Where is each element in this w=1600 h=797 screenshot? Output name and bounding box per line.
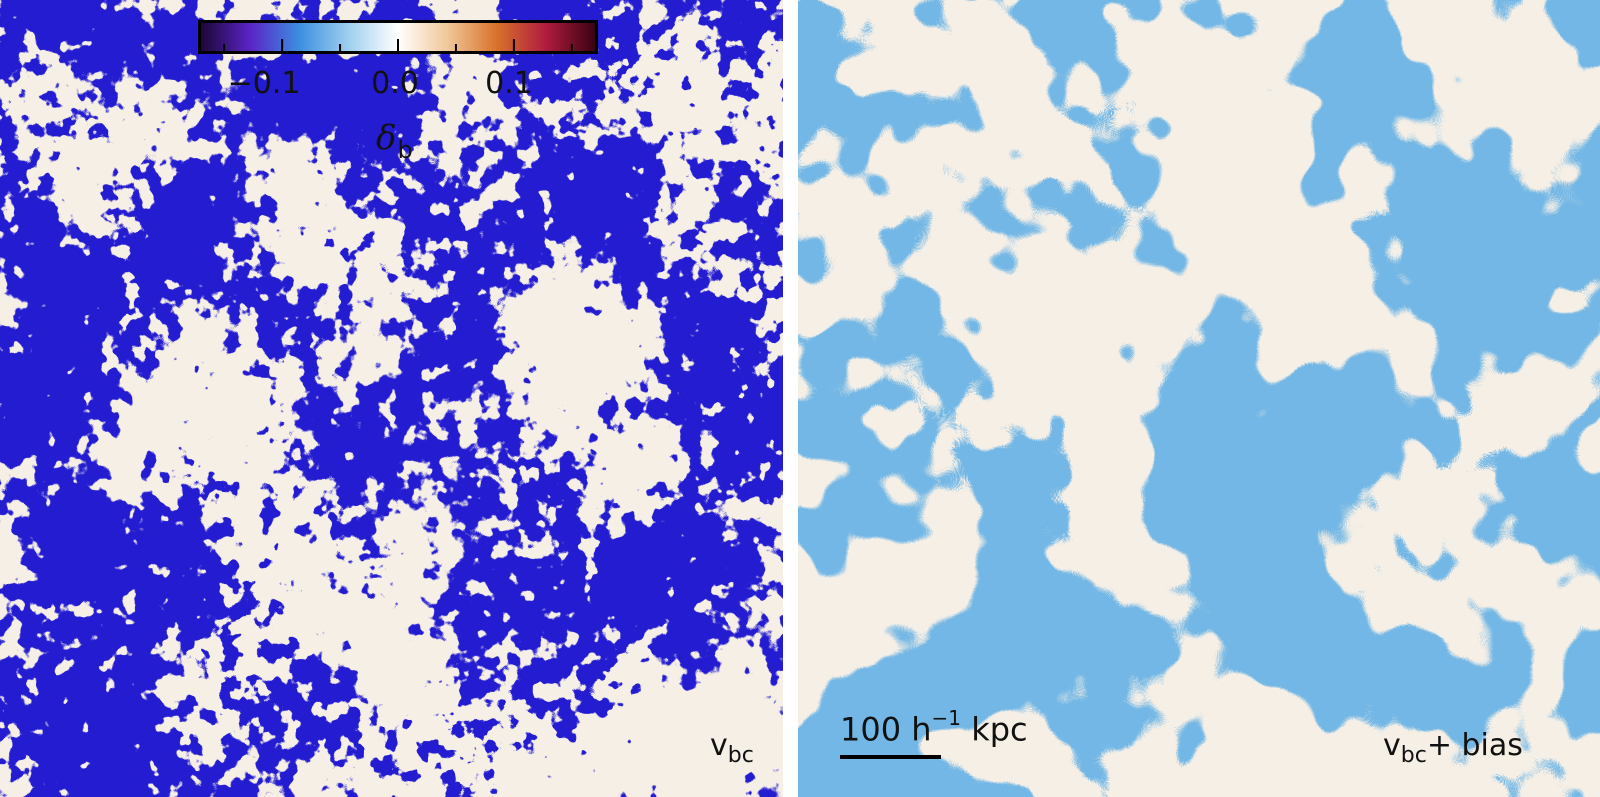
colorbar-tick-label: 0.0 <box>371 66 419 101</box>
density-field-right <box>798 0 1600 797</box>
panel-label-left: vbc <box>710 728 754 768</box>
colorbar-tick-label: 0.1 <box>485 66 533 101</box>
density-map-right <box>798 0 1600 797</box>
colorbar-gradient <box>201 23 595 51</box>
scale-bar <box>840 755 941 759</box>
density-field-left <box>0 0 783 797</box>
panel-divider <box>783 0 798 797</box>
scale-bar-label: 100 h−1 kpc <box>840 706 1028 749</box>
colorbar-label: δb <box>376 118 413 164</box>
colorbar-tick-label: −0.1 <box>227 66 301 101</box>
colorbar <box>198 20 598 54</box>
density-map-left: −0.1 0.0 0.1 δb vbc <box>0 0 783 797</box>
panel-label-right: vbc+ bias <box>1383 728 1523 768</box>
